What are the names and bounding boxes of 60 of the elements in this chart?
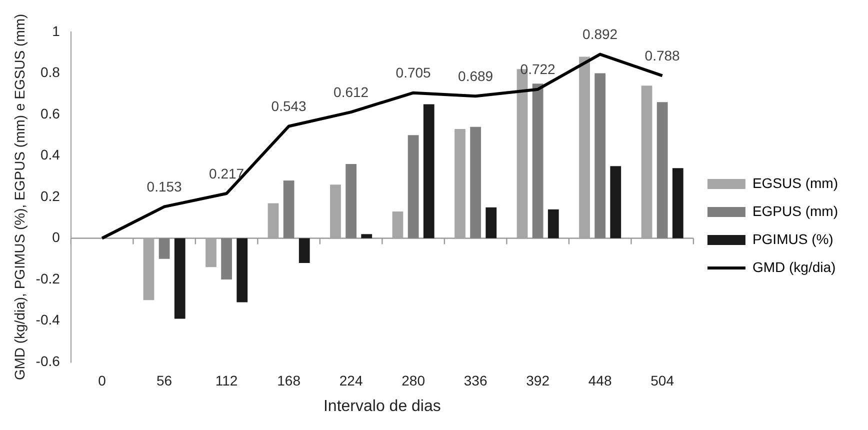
y-tick-label: 0.6: [40, 105, 60, 122]
y-tick-label: 0: [52, 229, 60, 246]
data-label: 0.788: [644, 48, 680, 64]
bar: [408, 135, 419, 238]
bar: [470, 126, 482, 238]
x-tick-label: 168: [277, 372, 301, 388]
bar: [672, 168, 684, 238]
data-label: 0.705: [396, 64, 432, 81]
x-tick-label: 224: [339, 372, 363, 388]
data-label: 0.689: [458, 68, 494, 84]
bar: [143, 238, 154, 300]
x-tick-label: 112: [215, 372, 238, 388]
data-label: 0.153: [146, 178, 182, 195]
y-tick-label: 1: [52, 22, 60, 39]
legend-label: EGSUS (mm): [752, 174, 838, 191]
bar: [548, 209, 559, 238]
data-label: 0.892: [582, 26, 618, 42]
bar: [656, 102, 668, 238]
y-tick-label: 0.8: [40, 64, 60, 80]
y-tick-label: -0.2: [36, 270, 60, 286]
bar: [346, 164, 357, 238]
data-label: 0.612: [334, 84, 369, 100]
legend-label: EGPUS (mm): [752, 202, 838, 219]
bar: [579, 56, 590, 238]
y-tick-label: -0.4: [36, 312, 60, 328]
data-label: 0.543: [271, 98, 307, 114]
bar: [532, 84, 544, 238]
bar: [361, 234, 372, 238]
y-tick-label: 0.2: [40, 188, 60, 204]
y-axis-title: GMD (kg/dia), PGIMUS (%), EGPUS (mm) e EGSUS (mm): [11, 14, 28, 380]
y-tick-label: -0.6: [36, 352, 60, 369]
y-tick-label: 0.4: [40, 146, 60, 163]
bar: [454, 128, 466, 238]
bar: [392, 211, 404, 238]
x-tick-label: 56: [156, 372, 172, 388]
data-label: 0.722: [520, 61, 556, 78]
bar: [423, 104, 434, 238]
bar: [268, 203, 279, 238]
legend-label: GMD (kg/dia): [752, 258, 836, 275]
x-tick-label: 392: [526, 372, 550, 388]
bar: [298, 238, 310, 263]
bar: [594, 73, 606, 238]
bar: [206, 238, 216, 268]
bar: [236, 238, 248, 302]
x-tick-label: 504: [650, 372, 674, 388]
x-tick-label: 448: [588, 372, 612, 388]
bar: [283, 180, 294, 238]
legend-label: PGIMUS (%): [752, 230, 834, 247]
bar: [486, 207, 497, 238]
bar: [330, 184, 341, 238]
bar: [158, 238, 170, 259]
bar: [174, 238, 186, 319]
bar: [221, 238, 232, 280]
bar: [641, 86, 652, 238]
x-tick-label: 0: [98, 372, 106, 388]
bar: [610, 166, 622, 238]
data-label: 0.217: [209, 165, 244, 182]
x-tick-label: 336: [464, 372, 488, 388]
x-axis-title: Intervalo de dias: [323, 398, 441, 415]
x-tick-label: 280: [402, 372, 426, 388]
